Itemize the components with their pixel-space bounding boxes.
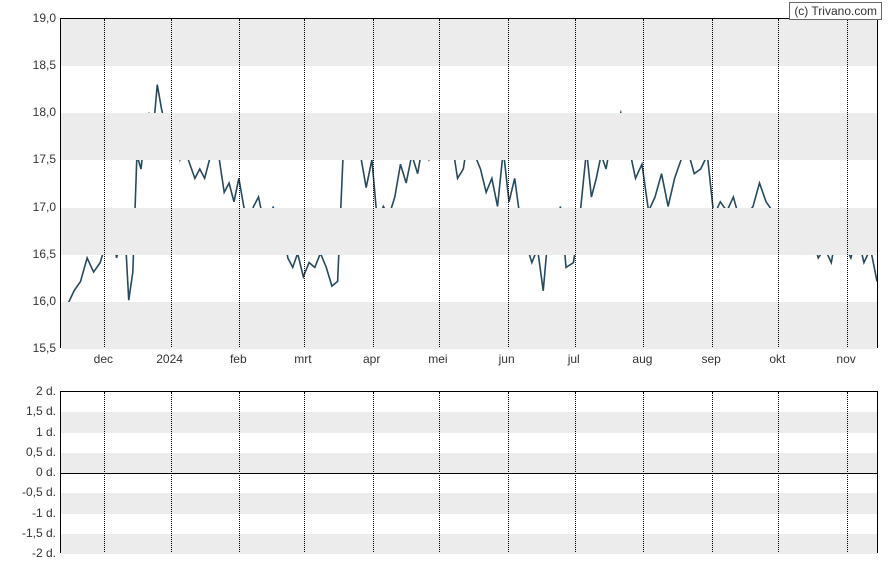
grid-band [61,534,877,554]
grid-band [61,113,877,160]
gridline-vertical [304,19,305,347]
xtick-label: 2024 [156,352,183,366]
gridline-vertical [508,392,509,552]
price-chart [60,18,878,348]
ytick-label: -2 d. [6,546,56,560]
ytick-label: 17,0 [6,200,56,214]
xtick-label: mei [428,352,447,366]
indicator-chart [60,391,878,553]
ytick-label: 18,5 [6,58,56,72]
gridline-vertical [304,392,305,552]
grid-band [61,208,877,255]
grid-band [61,493,877,513]
chart-container: (c) Trivano.com 15,5 16,0 16,5 17,0 17,5 18,0… [0,0,888,565]
ytick-label: -0,5 d. [6,485,56,499]
gridline-vertical [575,19,576,347]
gridline-vertical [643,392,644,552]
ytick-label: 1 d. [6,425,56,439]
ytick-label: 16,5 [6,247,56,261]
xtick-label: jun [499,352,515,366]
xtick-label: nov [836,352,855,366]
xtick-label: sep [701,352,720,366]
ytick-label: -1 d. [6,506,56,520]
gridline-vertical [104,392,105,552]
price-line [61,19,877,347]
gridline-vertical [575,392,576,552]
gridline-vertical [847,392,848,552]
grid-band [61,453,877,473]
xtick-label: mrt [294,352,311,366]
gridline-vertical [239,19,240,347]
xtick-label: aug [632,352,652,366]
xtick-label: feb [230,352,247,366]
gridline-vertical [104,19,105,347]
copyright-label: (c) Trivano.com [789,2,882,20]
xtick-label: jul [568,352,580,366]
gridline-vertical [439,19,440,347]
gridline-vertical [439,392,440,552]
gridline-vertical [508,19,509,347]
ytick-label: 0,5 d. [6,445,56,459]
gridline-vertical [712,392,713,552]
grid-band [61,412,877,432]
ytick-label: 17,5 [6,152,56,166]
ytick-label: 19,0 [6,11,56,25]
ytick-label: 1,5 d. [6,404,56,418]
gridline-vertical [373,392,374,552]
gridline-vertical [171,19,172,347]
ytick-label: 18,0 [6,105,56,119]
gridline-vertical [643,19,644,347]
gridline-vertical [847,19,848,347]
gridline-vertical [373,19,374,347]
gridline-vertical [778,19,779,347]
ytick-label: 16,0 [6,294,56,308]
ytick-label: 15,5 [6,341,56,355]
grid-band [61,302,877,349]
xtick-label: okt [769,352,785,366]
xtick-label: apr [363,352,380,366]
xtick-label: dec [94,352,113,366]
gridline-vertical [239,392,240,552]
ytick-label: -1,5 d. [6,526,56,540]
ytick-label: 2 d. [6,384,56,398]
grid-band [61,19,877,66]
gridline-vertical [778,392,779,552]
zero-line [61,473,877,474]
ytick-label: 0 d. [6,465,56,479]
gridline-vertical [712,19,713,347]
gridline-vertical [171,392,172,552]
